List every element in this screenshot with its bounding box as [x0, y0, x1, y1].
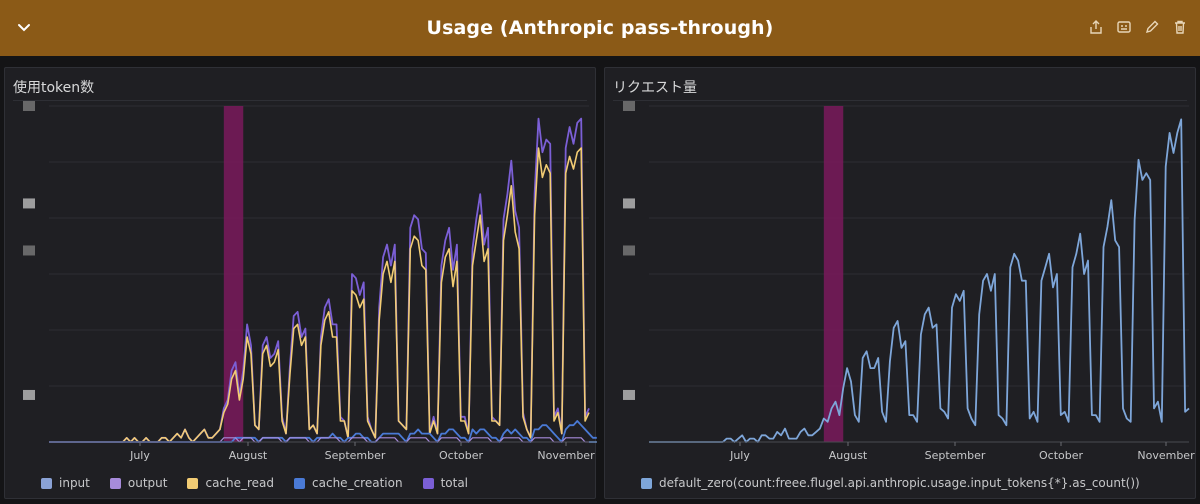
legend-label: output [127, 476, 168, 490]
clone-button[interactable] [1114, 17, 1134, 37]
request-volume-chart[interactable]: July August September October November [605, 68, 1197, 500]
legend-swatch [109, 477, 121, 489]
panel-title: リクエスト量 [613, 80, 697, 96]
legend-label: total [440, 476, 469, 490]
panel-divider [613, 100, 1187, 101]
x-tick-label: November [1137, 449, 1195, 462]
token-usage-panel[interactable]: 使用token数 July August September October Novem… [4, 67, 597, 500]
chart-legend: input output cache_read cache_creation t… [41, 476, 468, 490]
highlight-band [823, 106, 844, 442]
delete-icon [1175, 20, 1185, 34]
legend-label: default_zero(count:freee.flugel.api.anth… [659, 476, 1140, 490]
legend-swatch [422, 477, 434, 489]
y-tick-label [623, 101, 635, 111]
legend-item-input[interactable]: input [41, 476, 90, 490]
y-tick-label [623, 198, 635, 209]
legend-item-cache-creation[interactable]: cache_creation [294, 476, 403, 490]
series-line-cache-creation [49, 420, 597, 443]
x-tick-label: August [829, 449, 868, 462]
legend-swatch [187, 477, 199, 489]
legend-item-total[interactable]: total [422, 476, 469, 490]
y-tick-label [23, 198, 35, 209]
delete-button[interactable] [1170, 17, 1190, 37]
legend-swatch [641, 477, 652, 489]
x-tick-label: July [129, 449, 150, 462]
y-tick-label [623, 245, 635, 256]
panel-title: 使用token数 [13, 80, 95, 96]
x-tick-label: September [325, 449, 386, 462]
share-icon [1090, 20, 1102, 34]
highlight-band [223, 106, 244, 442]
edit-icon [1145, 20, 1159, 34]
legend-item-cache-read[interactable]: cache_read [187, 476, 274, 490]
y-tick-label [23, 101, 35, 111]
series-line-default-zerocountfre [649, 118, 1190, 443]
legend-item-output[interactable]: output [109, 476, 168, 490]
x-tick-label: September [925, 449, 986, 462]
legend-swatch [294, 477, 306, 489]
legend-label: input [59, 476, 90, 490]
x-tick-label: July [729, 449, 750, 462]
x-tick-label: October [439, 449, 483, 462]
legend-label: cache_read [205, 476, 275, 490]
x-tick-label: November [537, 449, 595, 462]
y-tick-label [23, 245, 35, 256]
dashboard-row-header: Usage (Anthropic pass-through) [0, 0, 1200, 56]
collapse-button[interactable] [12, 16, 36, 40]
row-title: Usage (Anthropic pass-through) [426, 17, 774, 39]
legend-label: cache_creation [312, 476, 403, 490]
token-usage-chart[interactable]: July August September October November [5, 68, 597, 500]
share-button[interactable] [1086, 17, 1106, 37]
x-tick-label: August [229, 449, 268, 462]
y-tick-label [23, 389, 35, 400]
x-tick-label: October [1039, 449, 1083, 462]
y-tick-label [623, 389, 635, 400]
panel-divider [13, 100, 587, 101]
legend-item-requests[interactable]: default_zero(count:freee.flugel.api.anth… [641, 476, 1140, 490]
legend-swatch [41, 477, 52, 489]
clone-icon [1117, 21, 1131, 33]
chart-legend: default_zero(count:freee.flugel.api.anth… [641, 476, 1140, 490]
request-volume-panel[interactable]: リクエスト量 July August September October Novembe… [604, 67, 1196, 499]
edit-button[interactable] [1142, 17, 1162, 37]
chevron-down-icon [18, 24, 30, 32]
row-toolbar [1086, 17, 1190, 37]
